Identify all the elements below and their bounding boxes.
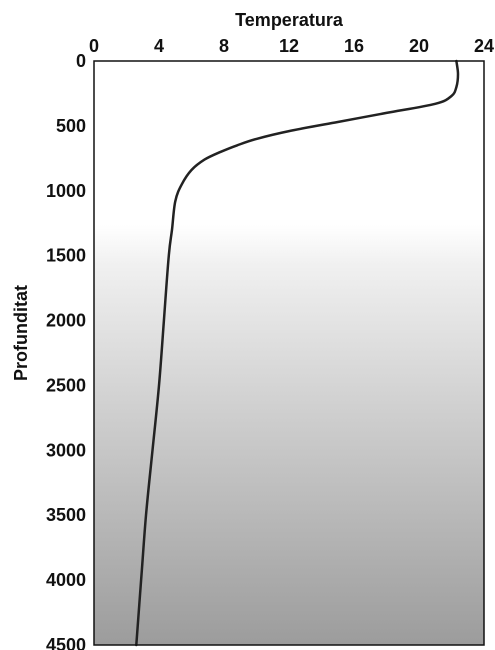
y-tick-label: 2000 xyxy=(46,311,86,331)
y-tick-label: 3000 xyxy=(46,440,86,460)
y-axis-title: Profunditat xyxy=(11,285,31,381)
x-tick-label: 4 xyxy=(154,36,164,56)
x-tick-label: 16 xyxy=(344,36,364,56)
x-axis-title: Temperatura xyxy=(235,10,344,30)
y-tick-label: 1000 xyxy=(46,181,86,201)
x-tick-labels: 0 4 8 12 16 20 24 xyxy=(89,36,494,56)
y-tick-label: 0 xyxy=(76,51,86,71)
y-tick-label: 3500 xyxy=(46,505,86,525)
y-tick-label: 1500 xyxy=(46,246,86,266)
plot-area-background xyxy=(94,61,484,645)
x-tick-label: 0 xyxy=(89,36,99,56)
x-tick-label: 24 xyxy=(474,36,494,56)
y-tick-label: 2500 xyxy=(46,375,86,395)
y-tick-label: 500 xyxy=(56,116,86,136)
y-tick-label: 4500 xyxy=(46,635,86,650)
y-tick-label: 4000 xyxy=(46,570,86,590)
x-tick-label: 20 xyxy=(409,36,429,56)
y-tick-labels: 0 500 1000 1500 2000 2500 3000 3500 4000 4500 xyxy=(46,51,86,650)
x-tick-label: 12 xyxy=(279,36,299,56)
x-tick-label: 8 xyxy=(219,36,229,56)
